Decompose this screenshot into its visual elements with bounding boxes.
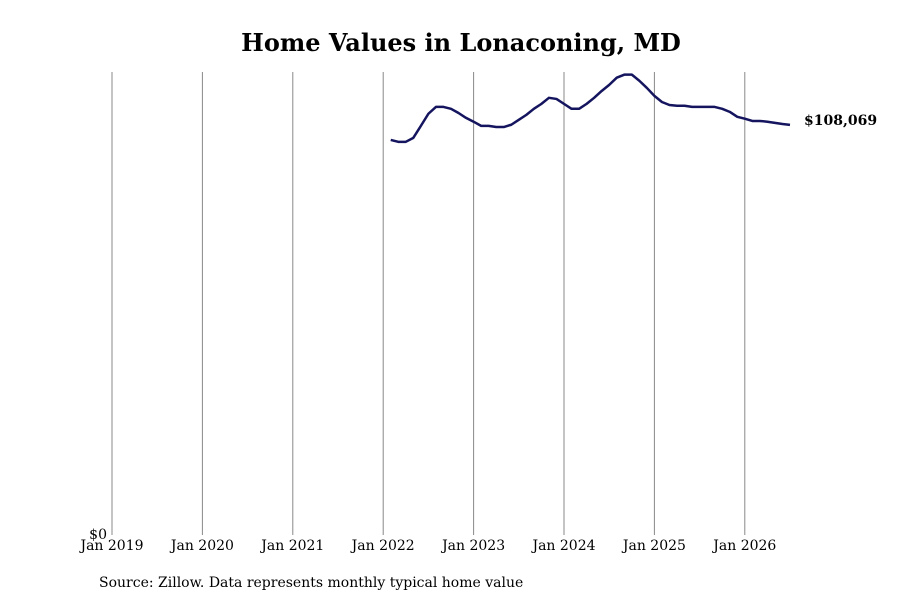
x-tick-label: Jan 2022 — [350, 538, 415, 554]
x-tick-label: Jan 2025 — [621, 538, 686, 554]
value-label: $108,069 — [804, 113, 877, 129]
x-tick-label: Jan 2023 — [440, 538, 505, 554]
chart-title: Home Values in Lonaconing, MD — [241, 28, 681, 57]
x-tick-label: Jan 2020 — [169, 538, 234, 554]
x-tick-label: Jan 2026 — [711, 538, 776, 554]
y-tick-label: $0 — [89, 527, 107, 543]
source-note: Source: Zillow. Data represents monthly … — [99, 575, 523, 591]
x-tick-label: Jan 2021 — [259, 538, 324, 554]
line — [390, 73, 791, 144]
x-tick-label: Jan 2019 — [78, 538, 143, 554]
x-tick-label: Jan 2024 — [530, 538, 595, 554]
